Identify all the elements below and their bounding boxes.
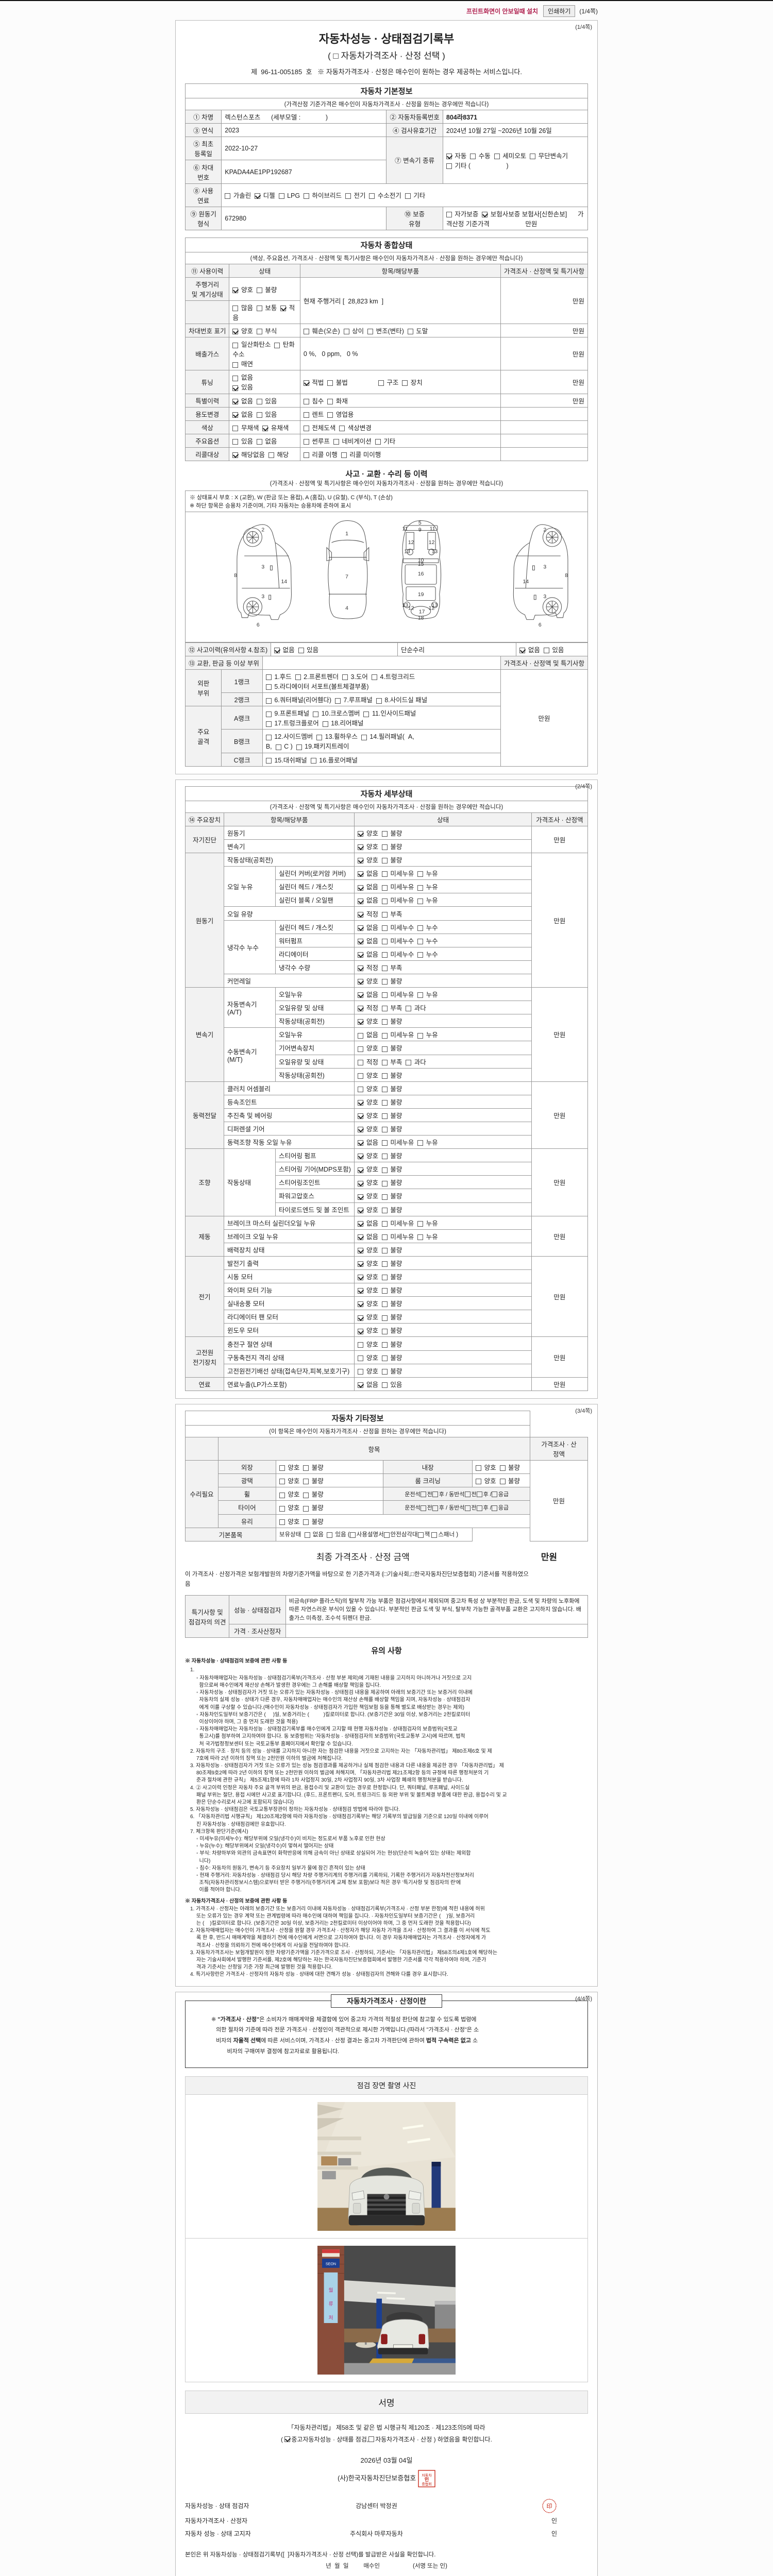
svg-text:2: 2: [543, 527, 546, 533]
svg-text:3: 3: [543, 565, 546, 570]
svg-text:3: 3: [261, 565, 264, 570]
svg-text:2: 2: [261, 527, 264, 533]
svg-text:13: 13: [402, 603, 408, 608]
svg-text:印: 印: [547, 2503, 552, 2510]
svg-text:6: 6: [257, 622, 260, 628]
svg-text:5: 5: [418, 520, 422, 526]
svg-text:11: 11: [402, 526, 408, 532]
svg-text:월: 월: [328, 2287, 333, 2293]
svg-text:3: 3: [543, 594, 546, 600]
svg-text:4: 4: [345, 606, 348, 612]
svg-text:3: 3: [261, 594, 264, 600]
svg-text:11: 11: [430, 526, 435, 532]
svg-text:17: 17: [419, 609, 425, 615]
svg-text:SEON: SEON: [326, 2262, 336, 2266]
svg-text:13: 13: [432, 549, 438, 554]
svg-text:6: 6: [539, 622, 542, 628]
svg-text:14: 14: [281, 579, 287, 585]
svg-text:18: 18: [418, 616, 424, 621]
svg-text:12: 12: [408, 606, 414, 612]
svg-text:류: 류: [328, 2301, 333, 2307]
svg-text:19: 19: [418, 592, 424, 598]
svg-text:8: 8: [565, 573, 568, 579]
svg-text:9: 9: [418, 527, 422, 533]
svg-text:7: 7: [345, 574, 348, 580]
svg-text:13: 13: [404, 549, 410, 554]
svg-text:12: 12: [408, 540, 414, 546]
svg-text:14: 14: [523, 579, 529, 585]
svg-text:16: 16: [418, 571, 424, 577]
svg-text:12: 12: [429, 606, 435, 612]
svg-text:처: 처: [328, 2315, 333, 2321]
svg-text:1: 1: [345, 531, 348, 537]
svg-text:8: 8: [234, 573, 237, 579]
svg-text:인: 인: [425, 2477, 429, 2482]
svg-text:15: 15: [418, 562, 424, 567]
svg-text:12: 12: [429, 540, 435, 546]
svg-text:증협회: 증협회: [422, 2482, 431, 2486]
